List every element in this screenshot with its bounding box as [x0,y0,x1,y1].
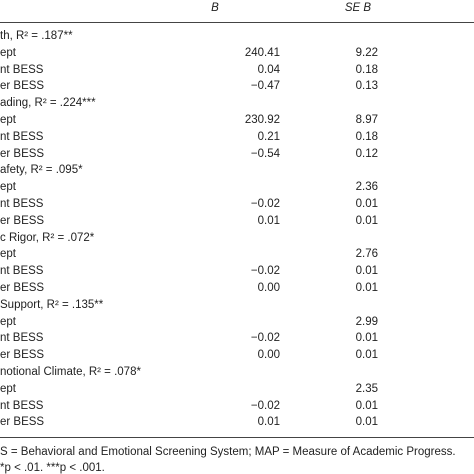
top-rule [0,22,474,23]
row-label: ept [0,114,16,126]
cell-se: 0.01 [355,332,378,345]
row-label: ept [0,46,16,59]
row-label: er BESS [0,214,45,227]
cell-se: 0.18 [355,130,378,143]
cell-b: 230.92 [244,114,280,126]
cell-se: 2.76 [355,248,378,261]
footnote: *p < .01. ***p < .001. [0,462,105,474]
cell-se: 9.22 [355,46,378,59]
row-label: nt BESS [0,198,44,210]
section-title: notional Climate, R² = .078* [0,366,141,378]
cell-se: 0.01 [355,282,378,294]
row-label: nt BESS [0,332,44,345]
row-label: ept [0,248,16,261]
cell-b: −0.02 [250,399,280,412]
row-label: ept [0,382,16,395]
cell-b: 0.04 [257,63,280,76]
cell-b: 0.01 [257,214,280,227]
row-label: ept [0,315,16,328]
cell-b: −0.02 [250,265,280,278]
cell-se: 8.97 [355,114,378,126]
cell-b: 0.01 [257,416,280,429]
row-label: nt BESS [0,130,44,143]
cell-se: 0.13 [355,80,378,93]
cell-se: 0.01 [355,416,378,429]
row-label: er BESS [0,147,45,160]
row-label: nt BESS [0,399,44,412]
cell-b: 0.00 [257,349,280,362]
cell-b: −0.02 [250,332,280,345]
cell-se: 2.36 [355,181,378,194]
header-se: SE B [344,2,372,14]
cell-se: 0.01 [355,214,378,227]
cell-b: −0.54 [250,147,280,160]
bottom-rule [0,437,474,438]
cell-b: 0.21 [257,130,280,143]
row-label: er BESS [0,80,45,93]
cell-b: 240.41 [244,46,280,59]
section-title: ading, R² = .224*** [0,97,96,110]
cell-se: 0.01 [355,349,378,362]
cell-se: 0.01 [355,198,378,210]
footnote: S = Behavioral and Emotional Screening S… [0,446,456,458]
section-title: afety, R² = .095* [0,164,83,177]
cell-se: 0.01 [355,399,378,412]
cell-se: 0.12 [355,147,378,160]
section-title: th, R² = .187** [0,30,73,42]
cell-se: 2.99 [355,315,378,328]
cell-b: −0.47 [250,80,280,93]
section-title: c Rigor, R² = .072* [0,231,95,244]
cell-se: 2.35 [355,382,378,395]
row-label: er BESS [0,416,45,429]
cell-b: 0.00 [257,282,280,294]
cell-b: −0.02 [250,198,280,210]
row-label: er BESS [0,349,45,362]
row-label: ept [0,181,16,194]
row-label: nt BESS [0,265,44,278]
cell-se: 0.18 [355,63,378,76]
cell-se: 0.01 [355,265,378,278]
header-b: B [211,2,219,14]
row-label: nt BESS [0,63,44,76]
row-label: er BESS [0,282,45,294]
section-title: Support, R² = .135** [0,298,104,311]
